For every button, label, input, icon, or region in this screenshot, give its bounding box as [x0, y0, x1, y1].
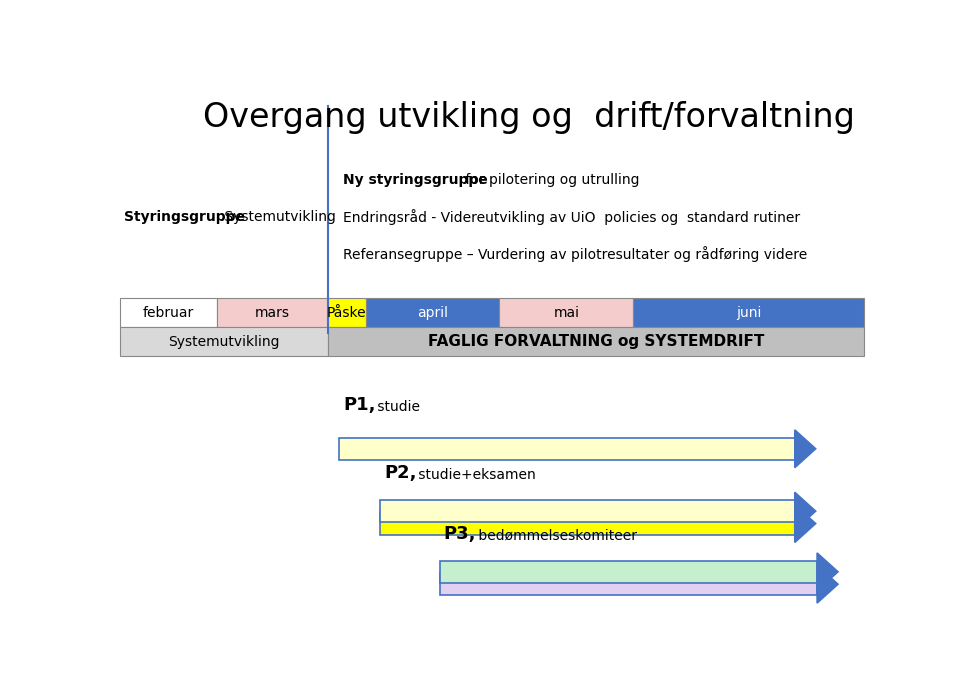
- Bar: [440, 573, 817, 595]
- Text: P3,: P3,: [444, 525, 476, 543]
- Text: Styringsgruppe: Styringsgruppe: [124, 210, 245, 224]
- Text: P2,: P2,: [384, 464, 417, 482]
- Bar: [217, 299, 328, 327]
- Bar: [440, 561, 817, 583]
- Text: P1,: P1,: [344, 396, 375, 414]
- Text: Påske: Påske: [327, 306, 367, 320]
- Bar: [634, 299, 864, 327]
- Text: for pilotering og utrulling: for pilotering og utrulling: [461, 173, 639, 187]
- Bar: [499, 299, 634, 327]
- Text: Ny styringsgruppe: Ny styringsgruppe: [344, 173, 488, 187]
- Text: bedømmelseskomiteer: bedømmelseskomiteer: [474, 529, 636, 543]
- Text: mars: mars: [255, 306, 290, 320]
- Text: studie: studie: [373, 399, 420, 414]
- Polygon shape: [795, 493, 816, 530]
- Bar: [380, 500, 795, 522]
- Text: Overgang utvikling og  drift/forvaltning: Overgang utvikling og drift/forvaltning: [204, 101, 855, 134]
- Text: FAGLIG FORVALTNING og SYSTEMDRIFT: FAGLIG FORVALTNING og SYSTEMDRIFT: [428, 334, 764, 349]
- Polygon shape: [795, 505, 816, 543]
- Bar: [328, 327, 864, 356]
- Text: Systemutvikling: Systemutvikling: [220, 210, 335, 224]
- Bar: [366, 299, 499, 327]
- Polygon shape: [817, 565, 838, 603]
- Text: februar: februar: [143, 306, 194, 320]
- Text: Endringsråd - Videreutvikling av UiO  policies og  standard rutiner: Endringsråd - Videreutvikling av UiO pol…: [344, 209, 801, 225]
- Text: Referansegruppe – Vurdering av pilotresultater og rådføring videre: Referansegruppe – Vurdering av pilotresu…: [344, 246, 807, 262]
- Bar: [340, 438, 795, 460]
- Bar: [120, 299, 217, 327]
- Bar: [380, 512, 795, 534]
- Text: april: april: [417, 306, 448, 320]
- Bar: [120, 327, 328, 356]
- Text: studie+eksamen: studie+eksamen: [415, 468, 536, 482]
- Text: mai: mai: [553, 306, 580, 320]
- Text: juni: juni: [736, 306, 761, 320]
- Polygon shape: [817, 553, 838, 590]
- Bar: [328, 299, 366, 327]
- Polygon shape: [795, 430, 816, 468]
- Text: Systemutvikling: Systemutvikling: [168, 335, 280, 349]
